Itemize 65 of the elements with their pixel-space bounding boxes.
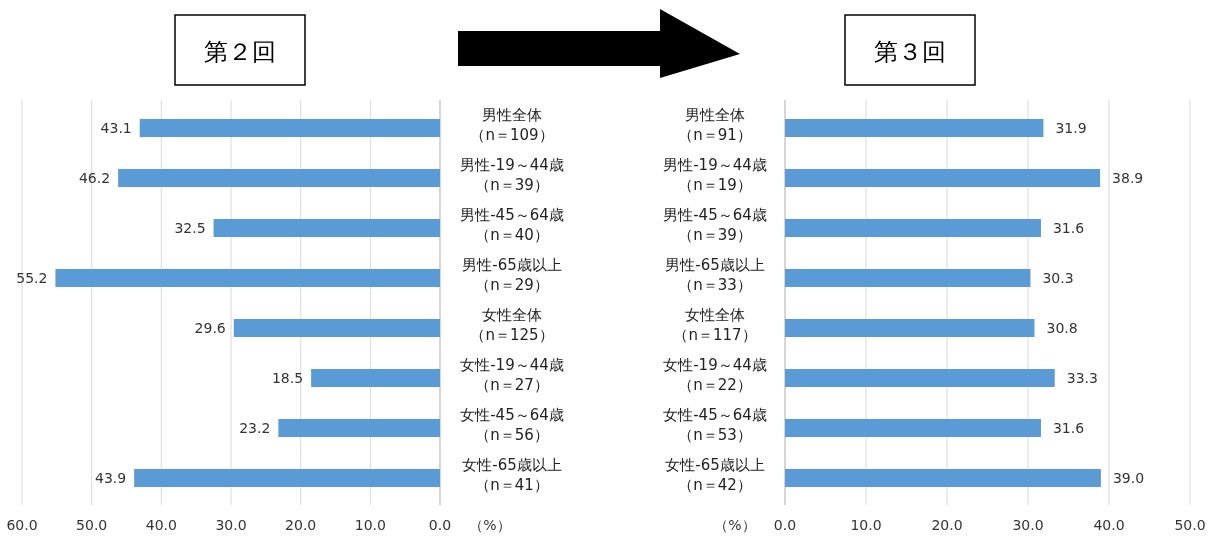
bar <box>785 319 1035 337</box>
x-tick-label: 0.0 <box>428 517 452 533</box>
y-tick-label: 男性-65歳以上（n＝33） <box>665 256 765 294</box>
y-tick-label: 男性-45～64歳（n＝40） <box>460 206 564 244</box>
y-tick-label: 男性全体（n＝91） <box>678 106 752 144</box>
y-tick-label: 女性全体（n＝125） <box>470 306 554 344</box>
x-tick-label: 0.0 <box>773 517 797 533</box>
x-tick-label: 20.0 <box>931 517 963 533</box>
bar <box>311 369 440 387</box>
y-tick-label: 女性-19～44歳（n＝27） <box>460 356 564 394</box>
chart-title: 第２回 <box>204 38 276 66</box>
data-label: 38.9 <box>1112 170 1144 186</box>
bar <box>134 469 440 487</box>
y-tick-label: 男性-19～44歳（n＝39） <box>460 156 564 194</box>
data-label: 31.9 <box>1055 120 1087 136</box>
x-tick-label: 10.0 <box>354 517 386 533</box>
x-tick-label: 20.0 <box>285 517 317 533</box>
data-label: 31.6 <box>1052 420 1085 436</box>
data-label: 46.2 <box>78 170 111 186</box>
data-label: 32.5 <box>174 220 206 236</box>
y-tick-label: 女性-45～64歳（n＝53） <box>663 406 767 444</box>
data-label: 18.5 <box>271 370 304 386</box>
chart-title: 第３回 <box>874 38 946 66</box>
x-tick-label: 50.0 <box>1174 517 1206 533</box>
bar <box>213 219 440 237</box>
bar <box>785 369 1055 387</box>
bar <box>785 269 1031 287</box>
y-tick-label: 女性-45～64歳（n＝56） <box>460 406 564 444</box>
x-tick-label: 50.0 <box>76 517 108 533</box>
y-tick-label: 女性-65歳以上（n＝41） <box>462 456 562 494</box>
bar <box>785 219 1041 237</box>
x-tick-label: 30.0 <box>215 517 247 533</box>
data-label: 30.8 <box>1046 320 1078 336</box>
data-label: 31.6 <box>1052 220 1085 236</box>
data-label: 33.3 <box>1066 370 1098 386</box>
data-label: 39.0 <box>1112 470 1145 486</box>
data-label: 23.2 <box>239 420 271 436</box>
x-tick-label: 30.0 <box>1012 517 1044 533</box>
data-label: 30.3 <box>1042 270 1074 286</box>
data-label: 55.2 <box>16 270 48 286</box>
data-label: 29.6 <box>194 320 226 336</box>
x-tick-label: 40.0 <box>1093 517 1125 533</box>
y-tick-label: 女性全体（n＝117） <box>673 306 757 344</box>
bar <box>139 119 440 137</box>
y-tick-label: 男性-19～44歳（n＝19） <box>663 156 767 194</box>
bar <box>278 419 440 437</box>
x-tick-label: 40.0 <box>145 517 177 533</box>
bar <box>785 469 1101 487</box>
x-tick-label: 60.0 <box>6 517 38 533</box>
y-tick-label: 男性-45～64歳（n＝39） <box>663 206 767 244</box>
x-axis-title: （%） <box>469 517 511 533</box>
x-axis-title: （%） <box>714 517 756 533</box>
bar <box>118 169 440 187</box>
bar <box>785 119 1044 137</box>
y-tick-label: 男性全体（n＝109） <box>470 106 554 144</box>
bar <box>233 319 440 337</box>
y-tick-label: 女性-65歳以上（n＝42） <box>665 456 765 494</box>
data-label: 43.9 <box>94 470 127 486</box>
bar <box>785 419 1041 437</box>
bar <box>55 269 440 287</box>
bar <box>785 169 1101 187</box>
y-tick-label: 女性-19～44歳（n＝22） <box>663 356 767 394</box>
data-label: 43.1 <box>100 120 132 136</box>
x-tick-label: 10.0 <box>850 517 882 533</box>
y-tick-label: 男性-65歳以上（n＝29） <box>462 256 562 294</box>
